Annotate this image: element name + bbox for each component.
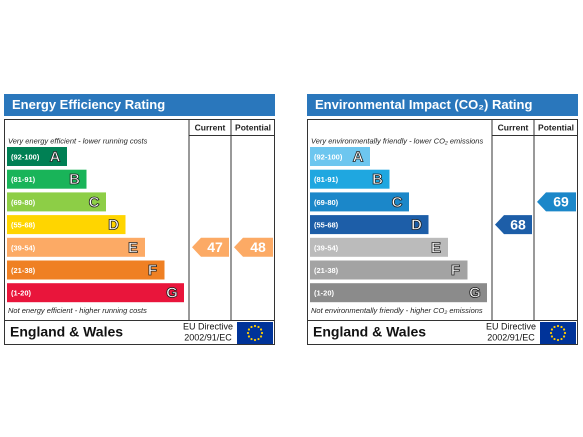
eu-star [550,328,554,331]
rating-value: 48 [250,239,266,255]
eu-star [553,325,556,329]
eu-star [257,325,260,329]
rating-band [310,192,409,212]
rating-band [7,237,145,257]
eu-star [247,335,251,338]
band-letter: G [469,285,481,302]
directive-line: EU Directive [183,321,233,331]
band-letter: E [431,239,441,256]
eu-star [560,337,563,341]
eu-star [260,331,264,335]
directive-line: 2002/91/EC [487,332,535,342]
band-letter: D [108,217,119,234]
panel-header [307,94,578,116]
band-letter: A [50,148,61,165]
rating-arrow [192,237,229,257]
eu-star [556,338,560,342]
column-header: Current [498,122,529,132]
column-header: Potential [538,122,574,132]
eu-star [253,338,257,342]
bottom-note: Not energy efficient - higher running co… [8,306,147,315]
column-header: Current [195,122,226,132]
top-note: Very energy efficient - lower running co… [8,136,148,145]
rating-band [310,283,487,303]
band-letter: A [353,148,364,165]
rating-panel: Energy Efficiency Rating Current Potential… [4,94,275,345]
eu-star [550,335,554,338]
eu-star [250,325,253,329]
band-range: (21-38) [11,266,36,275]
directive-line: EU Directive [486,321,536,331]
band-letter: C [392,194,403,211]
bottom-note: Not environmentally friendly - higher CO… [311,306,483,315]
band-letter: B [372,171,383,188]
band-range: (92-100) [11,152,40,161]
band-letter: D [411,217,422,234]
eu-star [259,335,263,338]
eu-star [259,328,263,331]
band-range: (55-68) [314,221,339,230]
band-letter: C [89,194,100,211]
rating-arrow [234,237,273,257]
band-range: (21-38) [314,266,339,275]
region: England & Wales [10,324,123,340]
eu-star [250,337,253,341]
rating-band [310,260,468,280]
eu-star [562,328,566,331]
band-letter: B [69,171,80,188]
band-range: (39-54) [11,243,36,252]
rating-arrow [495,215,532,235]
rating-band [310,215,429,235]
rating-band [7,147,67,166]
rating-band [7,283,184,303]
eu-star [257,337,260,341]
band-range: (92-100) [314,152,343,161]
rating-panel: Environmental Impact (CO₂) Rating Current… [307,94,578,345]
eu-star [247,328,251,331]
directive-line: 2002/91/EC [184,332,232,342]
eu-star [246,331,250,335]
rating-band [7,192,106,212]
eu-star [556,324,560,328]
eu-star [549,331,553,335]
rating-band [310,147,370,166]
panel-title: Energy Efficiency Rating [12,97,165,112]
band-letter: F [451,262,460,279]
eu-flag [540,322,576,344]
eu-star [253,324,257,328]
band-range: (1-20) [11,289,32,298]
eu-star [563,331,567,335]
rating-band [7,215,126,235]
band-range: (55-68) [11,221,36,230]
rating-value: 47 [207,239,223,255]
band-range: (1-20) [314,289,335,298]
rating-arrow [537,192,576,212]
top-note: Very environmentally friendly - lower CO… [311,136,483,145]
rating-band [310,237,448,257]
panel-title: Environmental Impact (CO₂) Rating [315,97,532,112]
band-range: (81-91) [314,175,339,184]
region: England & Wales [313,324,426,340]
band-range: (69-80) [314,198,339,207]
rating-band [310,169,390,189]
rating-band [7,260,165,280]
band-range: (69-80) [11,198,36,207]
eu-star [562,335,566,338]
rating-band [7,169,87,189]
eu-star [560,325,563,329]
band-letter: G [166,285,178,302]
eu-star [553,337,556,341]
band-letter: F [148,262,157,279]
panel-header [4,94,275,116]
band-range: (39-54) [314,243,339,252]
rating-value: 68 [510,216,526,232]
band-range: (81-91) [11,175,36,184]
band-letter: E [128,239,138,256]
column-header: Potential [235,122,271,132]
rating-value: 69 [553,194,569,210]
eu-flag [237,322,273,344]
